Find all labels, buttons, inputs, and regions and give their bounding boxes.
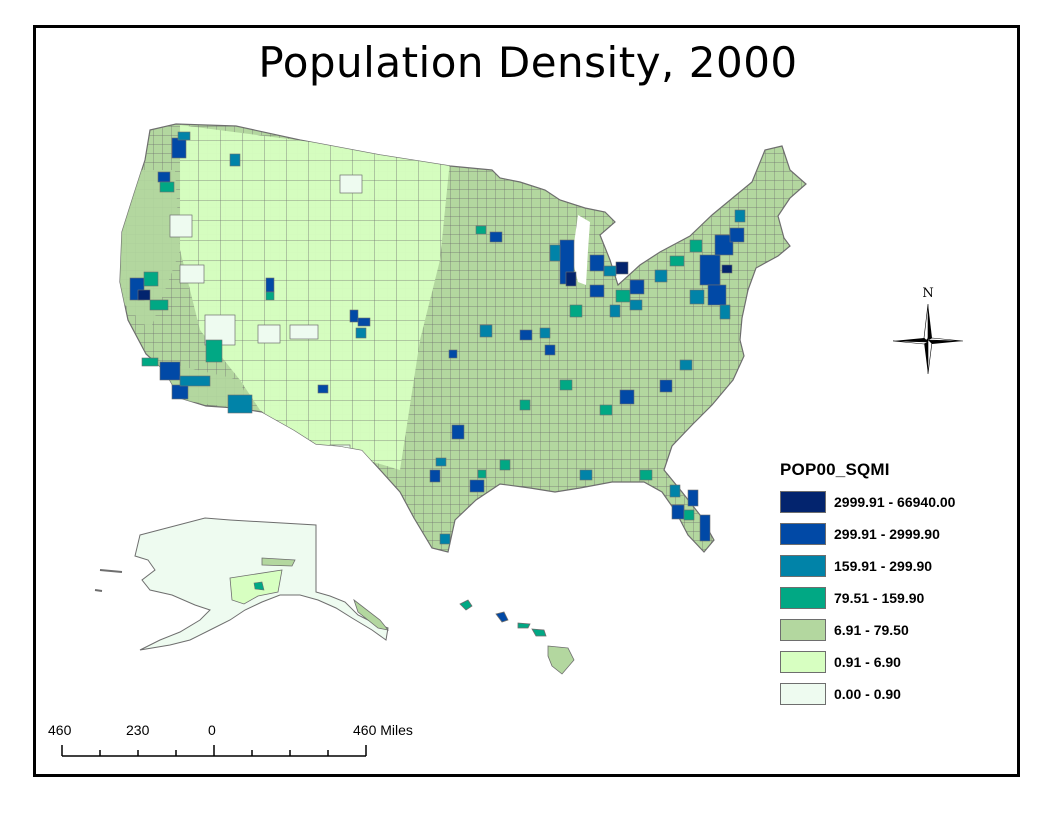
legend-label: 79.51 - 159.90 — [834, 590, 925, 606]
legend-label: 6.91 - 79.50 — [834, 622, 909, 638]
density-hotspots — [129, 131, 746, 545]
legend-label: 299.91 - 2999.90 — [834, 526, 940, 542]
hawaii — [459, 599, 575, 675]
legend-swatch — [780, 523, 826, 545]
scale-bar: 460 230 0 460 Miles — [46, 722, 466, 762]
legend-swatch — [780, 491, 826, 513]
legend-swatch — [780, 619, 826, 641]
scale-bar-ruler — [61, 745, 367, 757]
legend-item: 2999.91 - 66940.00 — [780, 486, 955, 518]
legend-label: 2999.91 - 66940.00 — [834, 494, 956, 510]
contiguous-us — [119, 123, 807, 553]
legend-title: POP00_SQMI — [780, 460, 890, 479]
compass-rose-icon — [892, 303, 964, 375]
scale-label: 0 — [208, 722, 216, 738]
legend-item: 0.91 - 6.90 — [780, 646, 955, 678]
legend-label: 0.00 - 0.90 — [834, 686, 901, 702]
map-title: Population Density, 2000 — [258, 38, 798, 87]
scale-label: 460 Miles — [353, 722, 413, 738]
legend-item: 159.91 - 299.90 — [780, 550, 955, 582]
scale-label: 460 — [48, 722, 72, 738]
scale-label: 230 — [126, 722, 150, 738]
legend-swatch — [780, 683, 826, 705]
legend-swatch — [780, 555, 826, 577]
legend-item: 79.51 - 159.90 — [780, 582, 955, 614]
legend-swatch — [780, 587, 826, 609]
north-letter: N — [922, 286, 934, 301]
legend-label: 0.91 - 6.90 — [834, 654, 901, 670]
alaska — [94, 517, 389, 651]
legend-item: 0.00 - 0.90 — [780, 678, 955, 710]
legend-item: 6.91 - 79.50 — [780, 614, 955, 646]
legend-swatch — [780, 651, 826, 673]
map-legend: POP00_SQMI 2999.91 - 66940.00 299.91 - 2… — [780, 460, 955, 710]
legend-label: 159.91 - 299.90 — [834, 558, 933, 574]
legend-item: 299.91 - 2999.90 — [780, 518, 955, 550]
north-arrow: N — [888, 286, 968, 378]
